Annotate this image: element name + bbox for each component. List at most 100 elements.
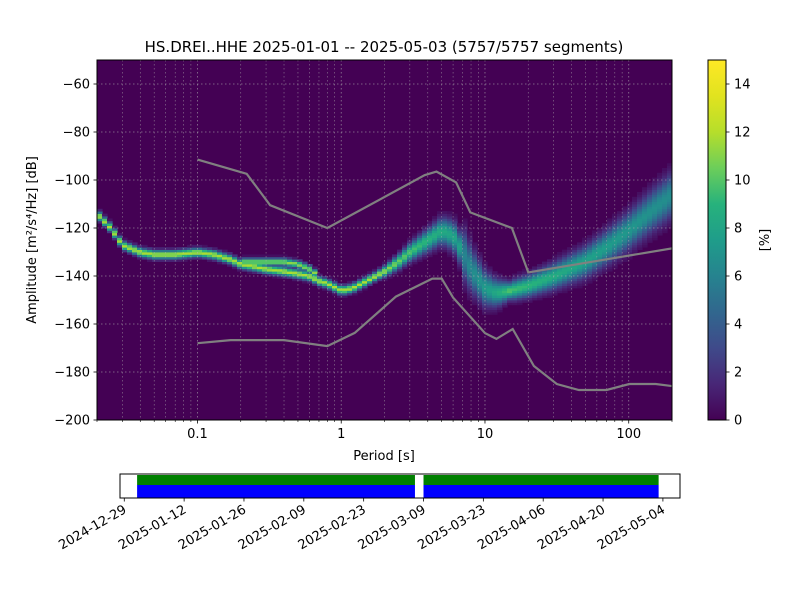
density-cell	[532, 290, 538, 294]
density-cell	[637, 247, 643, 250]
density-cell	[137, 247, 143, 250]
density-cell	[507, 283, 513, 286]
density-cell	[122, 247, 128, 250]
density-cell	[327, 288, 333, 291]
density-cell	[457, 242, 463, 246]
density-cell	[477, 252, 483, 255]
density-cell	[587, 235, 593, 238]
density-cell	[562, 278, 568, 282]
density-cell	[647, 220, 653, 224]
density-cell	[297, 276, 303, 279]
density-cell	[462, 244, 468, 248]
density-cell	[502, 292, 508, 296]
density-cell	[547, 271, 553, 274]
density-cell	[172, 249, 178, 253]
density-cell	[477, 261, 483, 265]
density-cell	[537, 278, 543, 282]
density-cell	[542, 266, 548, 270]
density-cell	[452, 232, 458, 236]
density-cell	[637, 240, 643, 243]
density-cell	[172, 256, 178, 260]
density-cell	[257, 261, 263, 265]
density-cell	[412, 237, 418, 241]
density-cell	[662, 199, 668, 202]
density-cell	[142, 249, 148, 253]
density-cell	[437, 249, 443, 253]
density-cell	[642, 232, 648, 236]
density-cell	[617, 247, 623, 250]
density-cell	[477, 288, 483, 291]
density-cell	[462, 232, 468, 236]
density-cell	[472, 264, 478, 267]
density-cell	[412, 259, 418, 262]
density-cell	[607, 223, 613, 226]
density-cell	[162, 254, 168, 258]
density-cell	[462, 218, 468, 222]
density-cell	[452, 256, 458, 260]
density-cell	[507, 288, 513, 291]
density-cell	[542, 280, 548, 284]
density-cell	[342, 283, 348, 286]
density-cell	[147, 259, 153, 262]
density-cell	[627, 225, 633, 229]
density-cell	[487, 302, 493, 306]
density-cell	[347, 285, 353, 289]
density-cell	[487, 304, 493, 308]
density-cell	[392, 264, 398, 267]
density-cell	[197, 256, 203, 260]
y-tick-label: −160	[54, 318, 90, 333]
density-cell	[637, 242, 643, 246]
density-cell	[667, 192, 672, 195]
data-used-bar	[137, 485, 415, 498]
timeline-date-label: 2025-05-04	[595, 502, 668, 553]
density-cell	[607, 268, 613, 272]
density-cell	[112, 230, 118, 234]
y-tick-label: −200	[54, 414, 90, 429]
density-cell	[167, 249, 173, 253]
density-cell	[667, 208, 672, 212]
density-cell	[367, 283, 373, 286]
density-cell	[302, 266, 308, 270]
density-cell	[157, 254, 163, 258]
density-cell	[622, 220, 628, 224]
density-cell	[447, 247, 453, 250]
density-cell	[187, 247, 193, 250]
density-cell	[522, 276, 528, 279]
density-cell	[572, 259, 578, 262]
density-cell	[597, 266, 603, 270]
density-cell	[387, 264, 393, 267]
density-cell	[217, 254, 223, 258]
density-cell	[527, 273, 533, 277]
density-cell	[592, 278, 598, 282]
density-cell	[277, 256, 283, 260]
density-cell	[402, 259, 408, 262]
density-cell	[542, 261, 548, 265]
density-cell	[202, 252, 208, 255]
density-cell	[322, 285, 328, 289]
density-cell	[512, 276, 518, 279]
density-cell	[337, 292, 343, 296]
density-cell	[517, 278, 523, 282]
density-cell	[422, 228, 428, 231]
density-cell	[142, 254, 148, 258]
density-cell	[637, 213, 643, 217]
density-cell	[247, 266, 253, 270]
density-cell	[527, 276, 533, 279]
density-cell	[562, 290, 568, 294]
density-cell	[272, 273, 278, 277]
density-cell	[277, 261, 283, 265]
density-cell	[652, 201, 658, 205]
density-cell	[362, 283, 368, 286]
density-cell	[142, 247, 148, 250]
density-cell	[602, 247, 608, 250]
density-cell	[302, 280, 308, 284]
density-cell	[652, 220, 658, 224]
density-cell	[612, 254, 618, 258]
density-cell	[517, 300, 523, 303]
density-cell	[582, 283, 588, 286]
density-cell	[552, 273, 558, 277]
density-cell	[587, 268, 593, 272]
density-cell	[662, 206, 668, 210]
density-cell	[587, 280, 593, 284]
density-cell	[112, 232, 118, 236]
